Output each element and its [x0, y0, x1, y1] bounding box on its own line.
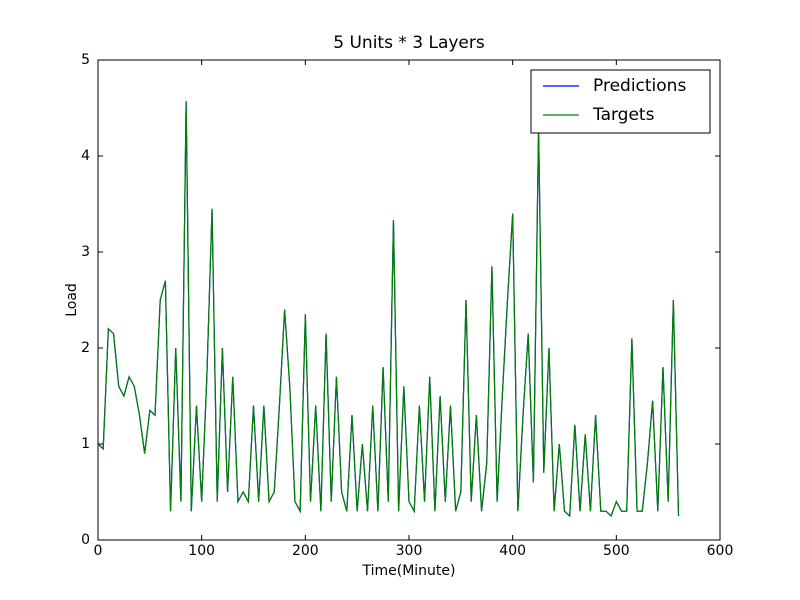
plot-frame — [97, 59, 721, 541]
x-tick-label: 300 — [396, 543, 423, 559]
x-tick-label: 200 — [292, 543, 319, 559]
x-tick-label: 400 — [499, 543, 526, 559]
x-tick-label: 600 — [707, 543, 734, 559]
series-line — [97, 101, 680, 518]
y-tick-label: 0 — [81, 532, 90, 548]
chart-title: 5 Units * 3 Layers — [333, 33, 485, 53]
y-tick-label: 1 — [81, 436, 90, 452]
legend-box — [530, 69, 711, 134]
x-tick-label: 100 — [188, 543, 215, 559]
x-axis-label: Time(Minute) — [361, 563, 455, 579]
legend-label: Targets — [592, 105, 655, 125]
y-tick-label: 3 — [81, 244, 90, 260]
x-tick-label: 0 — [94, 543, 103, 559]
x-tick-label: 500 — [603, 543, 630, 559]
y-axis-label: Load — [64, 283, 80, 317]
y-tick-label: 2 — [81, 340, 90, 356]
y-tick-label: 5 — [81, 52, 90, 68]
legend-label: Predictions — [593, 76, 686, 96]
y-tick-label: 4 — [81, 148, 90, 164]
